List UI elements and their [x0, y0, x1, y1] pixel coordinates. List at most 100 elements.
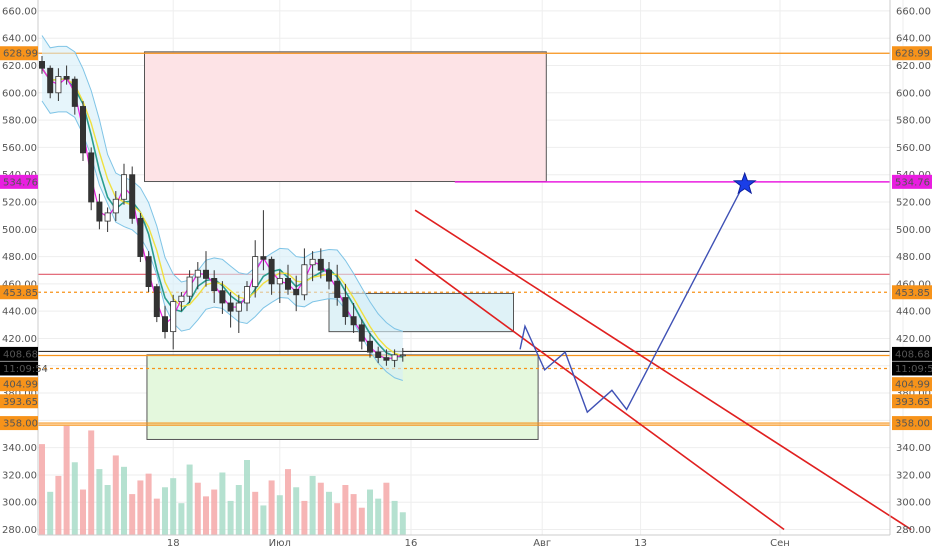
y-tick-label-left: 500.00	[2, 225, 37, 236]
volume-bar	[268, 480, 275, 535]
candle-body	[55, 76, 62, 94]
price-tag-left-bg	[0, 377, 38, 392]
candle-body	[235, 302, 242, 312]
volume-bar	[301, 500, 308, 535]
price-tag-right: 453.85	[895, 288, 930, 299]
y-tick-label-right: 560.00	[896, 143, 931, 154]
price-tag-left-bg	[0, 285, 38, 300]
candle-body	[178, 295, 185, 303]
y-tick-label-right: 460.00	[896, 279, 931, 290]
x-tick-label: 18	[167, 538, 180, 549]
price-tag-left: 534.76	[3, 177, 38, 188]
y-tick-label-left: 460.00	[2, 279, 37, 290]
y-tick-label-right: 500.00	[896, 225, 931, 236]
price-tag-right-bg	[892, 346, 932, 361]
price-tag-left: 408.68	[3, 349, 38, 360]
candle-body	[334, 280, 341, 298]
candle-body	[252, 256, 259, 288]
y-tick-label-right: 480.00	[896, 252, 931, 263]
candle-body	[268, 258, 275, 285]
volume-bar	[186, 464, 193, 535]
price-tag-left-bg	[0, 416, 38, 431]
candle-body	[284, 278, 291, 290]
candle-body	[88, 152, 95, 203]
price-tag-right: 358.00	[895, 419, 930, 430]
price-tag-left: 628.99	[3, 49, 38, 60]
candle-body	[39, 61, 46, 69]
band-upper-line	[41, 35, 403, 332]
volume-bar	[383, 482, 390, 535]
candle-body	[80, 106, 87, 154]
volume-bar	[317, 482, 324, 535]
candle-body	[96, 201, 103, 222]
candle-body	[211, 278, 218, 292]
volume-bar	[244, 460, 250, 535]
candle-body	[342, 297, 349, 318]
y-tick-label-left: 560.00	[2, 143, 37, 154]
volume-bar	[350, 494, 357, 535]
volume-bar	[358, 507, 365, 535]
price-tag-right: 628.99	[895, 49, 930, 60]
y-tick-label-left: 300.00	[2, 498, 37, 509]
candle-body	[260, 256, 267, 260]
y-tick-label-left: 440.00	[2, 307, 37, 318]
y-tick-label-left: 600.00	[2, 88, 37, 99]
candle-body	[375, 351, 382, 358]
candle-body	[121, 174, 128, 200]
volume-bar	[121, 466, 127, 535]
volume-bar	[203, 496, 209, 535]
candle-body	[202, 269, 209, 279]
volume-bar	[162, 487, 168, 535]
volume-bar	[194, 482, 201, 535]
candle-body	[301, 264, 308, 296]
candle-body	[153, 286, 160, 318]
volume-bar	[235, 485, 242, 535]
candle-body	[129, 174, 136, 219]
volume-bar	[219, 472, 226, 535]
price-tag-left: 393.65	[3, 397, 38, 408]
y-tick-label-left: 580.00	[2, 116, 37, 127]
candle-body	[219, 290, 226, 304]
candle-body	[137, 217, 144, 257]
volume-bar	[153, 498, 160, 535]
volume-bar	[309, 475, 316, 535]
price-tag-left-bg	[0, 346, 38, 361]
volume-bar	[129, 494, 136, 535]
y-tick-label-left: 640.00	[2, 34, 37, 45]
volume-bar	[88, 430, 95, 535]
candle-body	[63, 76, 70, 80]
candle-body	[243, 286, 250, 304]
y-tick-label-right: 640.00	[896, 34, 931, 45]
price-tag-right: 404.99	[895, 380, 930, 391]
zone-box-1	[144, 51, 547, 183]
volume-bar	[399, 512, 406, 535]
y-tick-label-right: 340.00	[896, 443, 931, 454]
volume-bar	[63, 425, 70, 535]
volume-bar	[252, 491, 259, 535]
volume-bar	[276, 495, 283, 535]
price-tag-right-bg	[892, 174, 932, 189]
y-tick-label-right: 520.00	[896, 197, 931, 208]
volume-bar	[47, 491, 54, 535]
volume-bar	[375, 498, 382, 535]
candle-body	[399, 354, 406, 357]
volume-bar	[80, 489, 86, 535]
volume-bar	[145, 473, 152, 535]
y-tick-label-left: 340.00	[2, 443, 37, 454]
x-tick-label: 16	[405, 538, 418, 549]
candle-body	[112, 198, 119, 214]
price-tag-left: 11:09:54	[3, 364, 48, 375]
candle-body	[145, 256, 152, 288]
volume-bar	[293, 487, 300, 535]
candle-body	[309, 258, 316, 266]
price-tag-right: 393.65	[895, 397, 930, 408]
y-tick-label-right: 660.00	[896, 6, 931, 17]
price-tag-right-bg	[892, 361, 932, 376]
candle-body	[47, 67, 54, 94]
volume-bar	[96, 469, 103, 535]
volume-bar	[285, 469, 291, 535]
y-tick-label-left: 660.00	[2, 6, 37, 17]
volume-bar	[260, 505, 267, 535]
candle-body	[358, 324, 365, 342]
